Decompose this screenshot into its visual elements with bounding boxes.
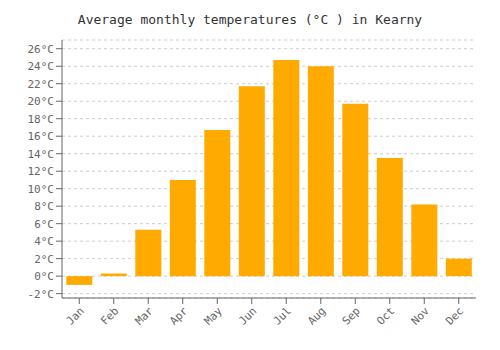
svg-text:26°C: 26°C <box>28 43 55 56</box>
svg-text:10°C: 10°C <box>28 183 55 196</box>
svg-text:Sep: Sep <box>340 304 363 327</box>
html-text:Average monthly temperatures (: Average monthly temperatures (°C ) in Ke… <box>77 12 423 27</box>
svg-text:Oct: Oct <box>374 304 397 327</box>
svg-text:Dec: Dec <box>443 304 466 327</box>
svg-text:May: May <box>202 304 226 328</box>
svg-text:16°C: 16°C <box>28 130 55 143</box>
svg-text:Nov: Nov <box>409 304 433 328</box>
svg-text:-2°C: -2°C <box>28 288 55 301</box>
svg-text:Apr: Apr <box>167 304 191 328</box>
svg-text:22°C: 22°C <box>28 78 55 91</box>
svg-text:Jul: Jul <box>271 304 294 327</box>
svg-text:2°C: 2°C <box>34 253 54 266</box>
svg-text:12°C: 12°C <box>28 165 55 178</box>
svg-text:Aug: Aug <box>305 304 328 327</box>
svg-text:24°C: 24°C <box>28 60 55 73</box>
svg-text:Jun: Jun <box>236 304 259 327</box>
svg-text:20°C: 20°C <box>28 95 55 108</box>
svg-text:0°C: 0°C <box>34 270 54 283</box>
svg-text:8°C: 8°C <box>34 200 54 213</box>
svg-text:18°C: 18°C <box>28 113 55 126</box>
svg-text:4°C: 4°C <box>34 235 54 248</box>
svg-text:6°C: 6°C <box>34 218 54 231</box>
svg-text:Feb: Feb <box>98 304 121 327</box>
svg-text:14°C: 14°C <box>28 148 55 161</box>
svg-text:Jan: Jan <box>64 304 87 327</box>
svg-text:Mar: Mar <box>133 304 157 328</box>
